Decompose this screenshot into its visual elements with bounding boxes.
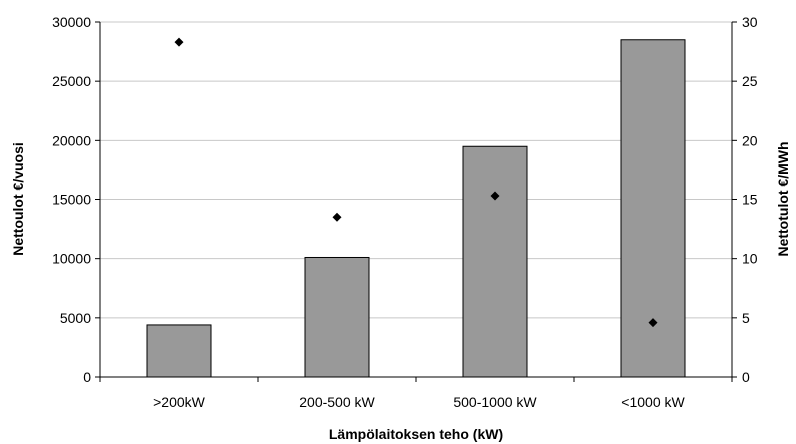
right-tick-label: 15 <box>742 192 758 208</box>
scatter-point <box>490 191 500 201</box>
right-tick-label: 20 <box>742 132 758 148</box>
left-tick-label: 5000 <box>60 310 91 326</box>
left-tick-label: 30000 <box>52 14 91 30</box>
left-axis-title: Nettoulot €/vuosi <box>10 142 26 256</box>
x-tick-label: <1000 kW <box>621 394 685 410</box>
bar <box>304 256 370 378</box>
x-tick-label: 500-1000 kW <box>453 394 537 410</box>
bars <box>146 39 686 378</box>
right-tick-label: 25 <box>742 73 758 89</box>
right-axis-title: Nettotulot €/MWh <box>775 141 791 256</box>
right-tick-label: 5 <box>742 310 750 326</box>
left-axis-ticks: 0 5000 10000 15000 20000 25000 30000 <box>52 14 100 385</box>
left-tick-label: 15000 <box>52 192 91 208</box>
bar <box>462 145 528 378</box>
right-tick-label: 30 <box>742 14 758 30</box>
left-tick-label: 20000 <box>52 132 91 148</box>
x-tick-label: >200kW <box>153 394 206 410</box>
left-tick-label: 0 <box>83 369 91 385</box>
x-axis-title: Lämpölaitoksen teho (kW) <box>329 426 503 442</box>
left-tick-label: 10000 <box>52 251 91 267</box>
right-axis-ticks: 0 5 10 15 20 25 30 <box>732 14 758 385</box>
bar <box>146 324 212 378</box>
x-tick-label: 200-500 kW <box>299 394 375 410</box>
scatter-points <box>174 37 658 328</box>
scatter-point <box>648 318 658 328</box>
right-tick-label: 10 <box>742 251 758 267</box>
scatter-point <box>332 212 342 222</box>
left-tick-label: 25000 <box>52 73 91 89</box>
right-tick-label: 0 <box>742 369 750 385</box>
x-axis-ticks: >200kW 200-500 kW 500-1000 kW <1000 kW <box>99 377 733 410</box>
scatter-point <box>174 37 184 47</box>
